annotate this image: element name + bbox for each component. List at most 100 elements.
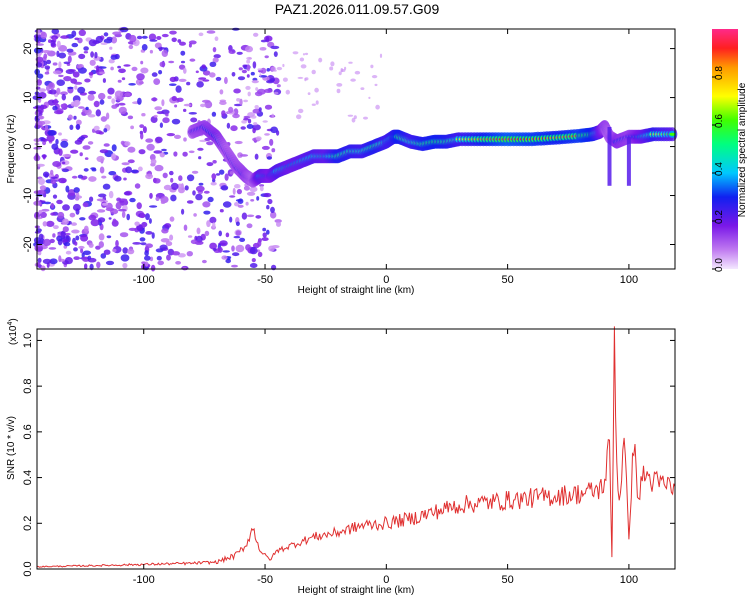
noise-speck	[144, 250, 149, 257]
noise-speck	[237, 76, 246, 81]
noise-speck	[197, 147, 204, 151]
noise-speck	[229, 171, 234, 175]
noise-speck	[50, 40, 56, 47]
noise-speck	[206, 30, 216, 34]
noise-speck	[58, 45, 68, 52]
snr-x-ticks: -100 -50 0 50 100	[133, 329, 638, 586]
noise-speck	[198, 32, 204, 37]
noise-speck	[95, 130, 102, 135]
noise-speck	[62, 218, 69, 225]
noise-speck	[156, 111, 164, 115]
noise-speck	[213, 54, 221, 59]
noise-speck	[259, 47, 262, 51]
noise-speck	[42, 50, 51, 54]
noise-speck	[178, 175, 183, 182]
noise-speck	[149, 205, 158, 208]
noise-speck	[139, 213, 146, 219]
noise-speck	[255, 87, 259, 91]
noise-speck	[250, 71, 255, 76]
noise-speck	[115, 240, 119, 248]
noise-speck	[73, 256, 80, 260]
noise-speck	[53, 98, 58, 106]
noise-speck	[180, 60, 186, 64]
noise-speck	[82, 250, 91, 256]
noise-speck	[180, 50, 186, 56]
noise-speck	[261, 145, 270, 150]
noise-speck	[46, 59, 52, 65]
noise-speck	[56, 79, 65, 86]
noise-speck	[95, 35, 104, 44]
noise-speck	[171, 95, 177, 102]
noise-speck	[87, 257, 97, 263]
noise-speck	[107, 95, 112, 100]
noise-speck	[170, 194, 177, 202]
snr-scale-label: (x104)	[7, 318, 19, 345]
noise-speck	[282, 63, 285, 68]
noise-speck	[177, 253, 186, 258]
noise-speck	[37, 250, 42, 256]
noise-speck	[141, 113, 146, 117]
noise-speck	[58, 52, 67, 59]
noise-speck	[81, 175, 88, 180]
noise-speck	[212, 57, 219, 63]
noise-speck	[138, 166, 143, 172]
noise-speck	[107, 87, 115, 95]
noise-speck	[105, 112, 110, 120]
noise-speck	[254, 105, 259, 109]
noise-speck	[77, 86, 86, 94]
noise-speck	[233, 88, 241, 94]
noise-speck	[124, 141, 131, 147]
noise-speck	[207, 196, 214, 203]
noise-speck	[219, 101, 227, 105]
noise-speck	[115, 201, 122, 210]
noise-speck	[88, 71, 94, 76]
noise-speck	[262, 227, 267, 232]
noise-speck	[144, 266, 149, 271]
noise-speck	[161, 228, 169, 234]
noise-speck	[91, 168, 97, 172]
noise-speck	[237, 204, 244, 208]
colorbar-tick-label: 0.2	[714, 210, 725, 224]
noise-speck	[256, 196, 260, 201]
noise-speck	[69, 212, 76, 218]
noise-speck	[262, 120, 268, 123]
y-tick-label: -20	[22, 237, 34, 253]
noise-speck	[111, 153, 116, 160]
colorbar-tick-label: 0.4	[714, 162, 725, 176]
noise-speck	[98, 233, 105, 241]
noise-speck	[140, 60, 144, 65]
noise-speck	[171, 37, 177, 43]
noise-speck	[50, 169, 54, 176]
noise-speck	[84, 263, 88, 270]
noise-speck	[151, 97, 158, 102]
noise-speck	[149, 39, 158, 42]
snr-scale-close: )	[8, 318, 19, 321]
noise-speck	[252, 61, 257, 69]
spectrogram-x-axis-label: Height of straight line (km)	[298, 285, 415, 296]
snr-plot-area	[37, 329, 675, 569]
noise-speck	[330, 61, 335, 67]
noise-speck	[226, 257, 231, 261]
noise-speck	[245, 85, 251, 90]
noise-speck	[183, 103, 192, 107]
noise-speck	[42, 171, 50, 178]
noise-speck	[60, 35, 69, 39]
noise-speck	[127, 248, 135, 255]
noise-speck	[117, 65, 121, 69]
noise-speck	[266, 68, 271, 72]
noise-speck	[42, 258, 52, 264]
noise-speck	[276, 66, 283, 71]
noise-speck	[183, 224, 188, 231]
noise-speck	[44, 71, 50, 75]
noise-speck	[221, 110, 226, 117]
noise-speck	[246, 214, 255, 218]
noise-speck	[40, 265, 46, 272]
noise-speck	[153, 178, 161, 184]
noise-speck	[74, 99, 81, 106]
noise-speck	[62, 204, 70, 211]
noise-speck	[144, 255, 151, 261]
noise-speck	[100, 116, 108, 122]
noise-speck	[96, 65, 100, 73]
noise-speck	[123, 177, 127, 181]
